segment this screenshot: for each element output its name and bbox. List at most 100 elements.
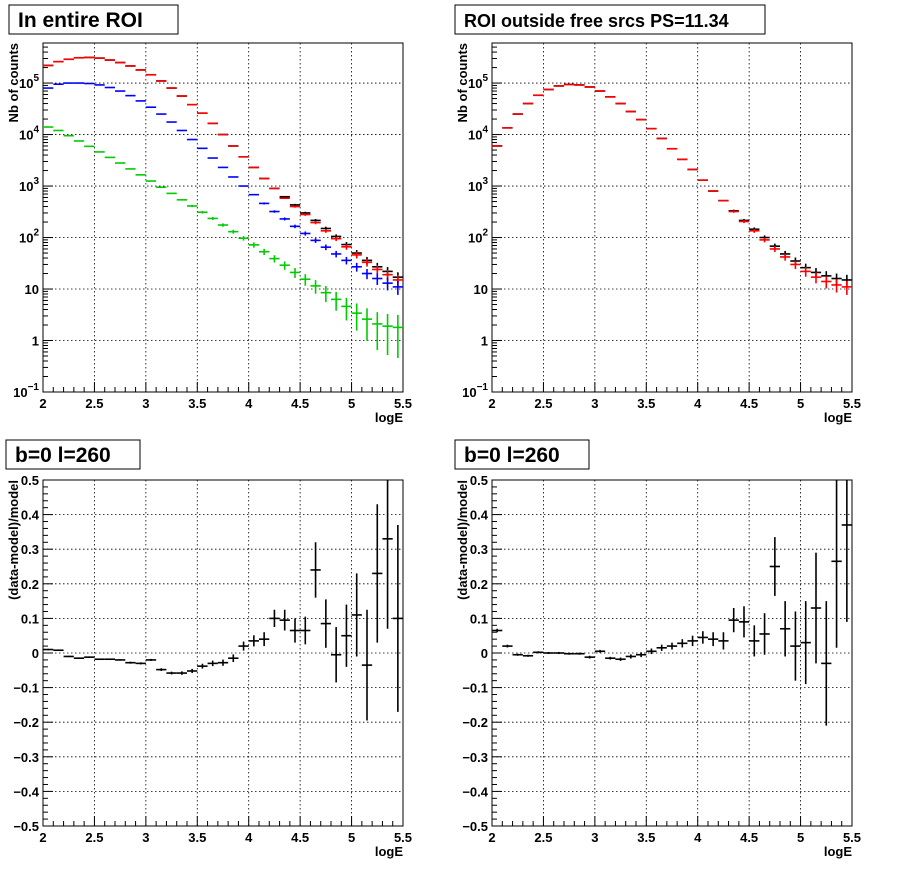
y-tick-label: 0.1 [470, 611, 488, 626]
plot-frame [42, 479, 404, 827]
y-tick-label: 10−1 [462, 382, 488, 400]
y-tick-label: 105 [19, 73, 39, 91]
chart-panel-1: 2 2.5 3 3.5 4 4.5 5 5.5 10−1 1 10 102 103 104 105 logE N… [6, 4, 412, 425]
y-tick-label: 0.3 [470, 542, 488, 557]
y-tick-label: 105 [468, 73, 488, 91]
panel-title: ROI outside free srcs PS=11.34 [464, 11, 729, 31]
y-axis-label: (data-model)/model [455, 480, 470, 600]
panel-title: In entire ROI [18, 9, 143, 32]
y-tick-label: 0.3 [21, 542, 39, 557]
y-tick-label: 0.1 [21, 611, 39, 626]
x-tick-label: 4.5 [740, 396, 758, 411]
y-tick-label: 0.2 [470, 577, 488, 592]
plot-frame [42, 42, 404, 393]
x-tick-label: 3 [142, 830, 149, 845]
x-tick-label: 2.5 [534, 396, 552, 411]
x-tick-label: 3.5 [637, 396, 655, 411]
x-tick-label: 5.5 [843, 830, 861, 845]
residual-series [43, 480, 403, 721]
x-axis-label: logE [824, 410, 852, 425]
chart-panel-3: 2 2.5 3 3.5 4 4.5 5 5.5 −0.5 −0.4 −0.3 −0.2 −0.1 0 0.1… [5, 439, 412, 859]
y-tick-label: −0.5 [462, 819, 488, 834]
y-tick-label: 103 [468, 176, 488, 194]
x-tick-label: 4 [245, 396, 253, 411]
x-tick-label: 5 [797, 830, 804, 845]
y-tick-label: 103 [19, 176, 39, 194]
title-box [5, 439, 141, 470]
title-box [454, 439, 590, 470]
y-tick-label: −0.3 [462, 750, 488, 765]
y-tick-label: 0 [481, 646, 488, 661]
x-tick-label: 2 [488, 830, 495, 845]
series-3 [43, 82, 403, 295]
x-tick-label: 3.5 [188, 830, 206, 845]
x-tick-label: 3.5 [637, 830, 655, 845]
x-axis-label: logE [824, 844, 852, 859]
y-tick-label: 1 [32, 334, 39, 349]
x-tick-label: 3.5 [188, 396, 206, 411]
x-axis-label: logE [375, 844, 403, 859]
y-tick-label: 102 [468, 228, 488, 246]
chart-panel-2: 2 2.5 3 3.5 4 4.5 5 5.5 10−1 1 10 102 103 104 105 logE N… [454, 4, 861, 425]
y-axis-label: Nb of counts [6, 43, 21, 122]
x-axis-label: logE [375, 410, 403, 425]
x-tick-label: 3 [142, 396, 149, 411]
chart-panel-4: 2 2.5 3 3.5 4 4.5 5 5.5 −0.5 −0.4 −0.3 −0.2 −0.1 0 0.1… [454, 439, 861, 859]
x-tick-label: 2.5 [534, 830, 552, 845]
y-tick-label: 0.2 [21, 577, 39, 592]
panel-title: b=0 l=260 [464, 444, 560, 467]
x-tick-label: 5.5 [394, 830, 412, 845]
x-tick-label: 4.5 [291, 396, 309, 411]
x-tick-label: 2.5 [85, 830, 103, 845]
series-2 [492, 83, 852, 295]
y-tick-label: −0.1 [462, 681, 488, 696]
x-tick-label: 5.5 [394, 396, 412, 411]
x-tick-label: 4.5 [740, 830, 758, 845]
y-tick-label: −0.4 [462, 784, 488, 799]
x-tick-label: 4 [694, 396, 702, 411]
y-axis-label: (data-model)/model [6, 480, 21, 600]
x-tick-label: 5.5 [843, 396, 861, 411]
title-box [454, 4, 766, 35]
y-tick-label: −0.1 [13, 681, 39, 696]
x-tick-label: 5 [348, 830, 355, 845]
x-tick-label: 5 [797, 396, 804, 411]
y-tick-label: 0 [32, 646, 39, 661]
y-tick-label: 0.4 [21, 508, 40, 523]
y-tick-label: 0.4 [470, 508, 489, 523]
x-tick-label: 2 [39, 396, 46, 411]
y-tick-label: 0.5 [470, 473, 488, 488]
y-tick-label: 10−1 [13, 382, 39, 400]
y-tick-label: −0.2 [13, 715, 39, 730]
x-tick-label: 3 [591, 396, 598, 411]
y-tick-label: 10 [474, 282, 488, 297]
y-tick-label: 102 [19, 228, 39, 246]
y-tick-label: −0.2 [462, 715, 488, 730]
x-tick-label: 3 [591, 830, 598, 845]
x-tick-label: 4 [694, 830, 702, 845]
y-tick-label: 104 [19, 125, 39, 143]
y-tick-label: −0.4 [13, 784, 39, 799]
plot-area [492, 43, 852, 392]
x-tick-label: 2 [39, 830, 46, 845]
plot-area [43, 43, 403, 392]
series-4 [43, 126, 403, 358]
x-tick-label: 4 [245, 830, 253, 845]
plot-frame [491, 42, 853, 393]
y-tick-label: 1 [481, 334, 488, 349]
y-axis-label: Nb of counts [455, 43, 470, 122]
panel-title: b=0 l=260 [15, 444, 111, 467]
title-box [8, 4, 179, 35]
plot-frame [491, 479, 853, 827]
y-tick-label: −0.3 [13, 750, 39, 765]
x-tick-label: 5 [348, 396, 355, 411]
x-tick-label: 2 [488, 396, 495, 411]
y-tick-label: 10 [25, 282, 39, 297]
residual-series [492, 480, 852, 726]
y-tick-label: 0.5 [21, 473, 39, 488]
y-tick-label: 104 [468, 125, 488, 143]
x-tick-label: 4.5 [291, 830, 309, 845]
y-tick-label: −0.5 [13, 819, 39, 834]
x-tick-label: 2.5 [85, 396, 103, 411]
